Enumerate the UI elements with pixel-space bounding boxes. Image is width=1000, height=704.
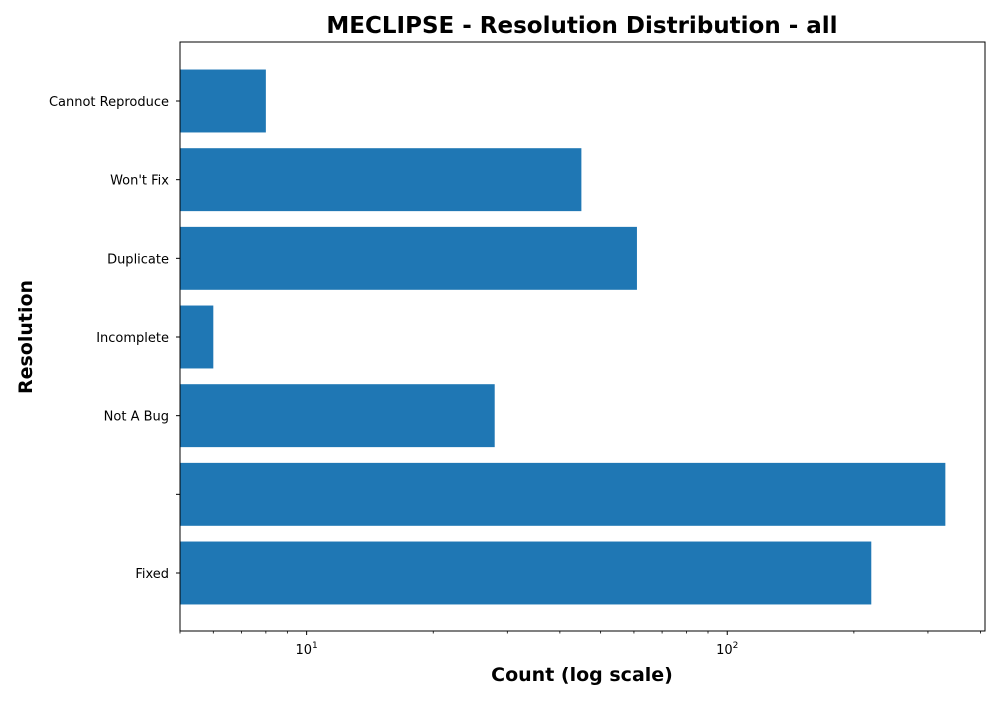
bar: [180, 305, 214, 369]
bar: [180, 462, 946, 526]
y-tick-label: Won't Fix: [110, 174, 169, 189]
bars-layer: [180, 69, 946, 605]
x-tick-label: 101: [295, 641, 317, 658]
y-tick-label: Cannot Reproduce: [49, 95, 169, 110]
bar: [180, 541, 872, 605]
bar: [180, 226, 637, 290]
bar: [180, 69, 266, 133]
ticks-layer: Cannot Reproduce Won't Fix Duplicate Incomp…: [49, 95, 981, 658]
y-tick-label: Duplicate: [107, 252, 169, 267]
bar: [180, 148, 582, 212]
y-tick-label: Fixed: [135, 567, 169, 582]
bar: [180, 384, 495, 448]
chart-title: MECLIPSE - Resolution Distribution - all: [326, 13, 837, 39]
x-tick-label: 102: [716, 641, 738, 658]
x-axis-title: Count (log scale): [491, 664, 673, 686]
y-tick-label: Incomplete: [96, 331, 169, 346]
y-tick-label: Not A Bug: [104, 410, 169, 425]
y-axis-title: Resolution: [15, 280, 37, 394]
